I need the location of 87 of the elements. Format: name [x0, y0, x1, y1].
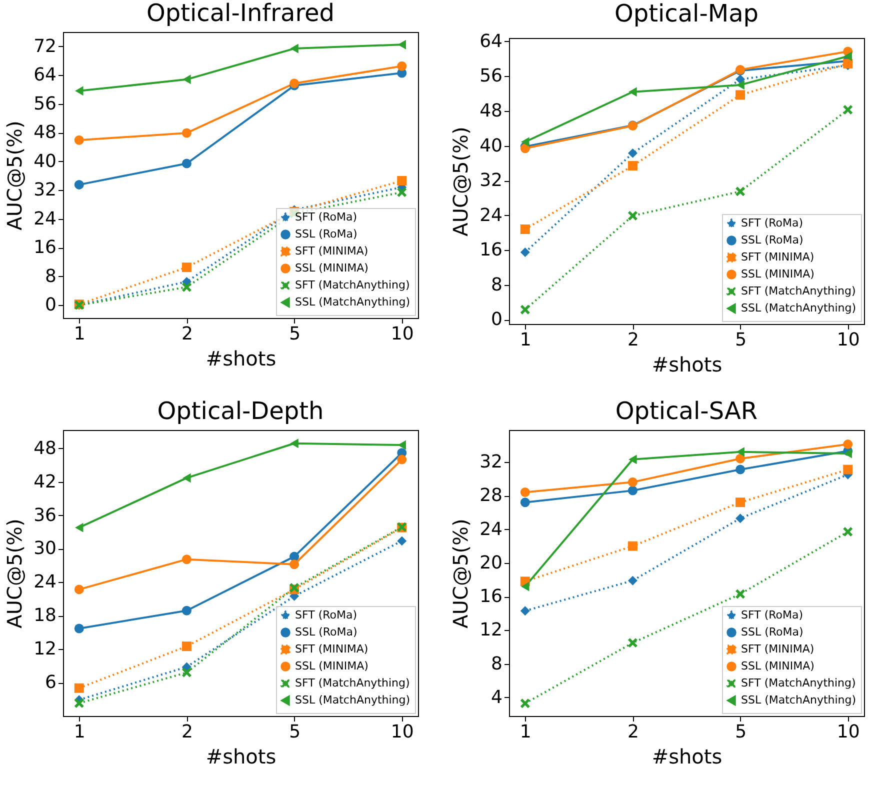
- y-tick-label: 16: [34, 237, 56, 258]
- y-axis-title: AUC@5(%): [448, 518, 473, 628]
- y-tick-label: 16: [480, 240, 502, 261]
- legend-label: SSL (MINIMA): [741, 660, 814, 672]
- y-tick-label: 48: [34, 438, 56, 459]
- y-tick-label: 24: [34, 572, 56, 593]
- y-tick-label: 32: [480, 170, 502, 192]
- x-axis-title: #shots: [652, 744, 722, 768]
- y-tick-label: 36: [34, 504, 56, 526]
- y-tick-label: 28: [480, 485, 502, 506]
- legend-label: SFT (MatchAnything): [295, 676, 410, 690]
- legend-label: SSL (MINIMA): [741, 268, 814, 280]
- y-tick-label: 56: [480, 66, 502, 87]
- legend-label: SFT (MatchAnything): [295, 278, 410, 292]
- legend-label: SSL (RoMa): [295, 626, 358, 638]
- legend-label: SFT (MatchAnything): [741, 284, 856, 298]
- y-tick-label: 24: [480, 204, 502, 226]
- legend-label: SSL (RoMa): [741, 626, 804, 638]
- y-tick-label: 40: [34, 150, 56, 172]
- legend-label: SSL (RoMa): [741, 234, 804, 246]
- x-tick-label: 1: [520, 722, 532, 742]
- y-tick-label: 32: [480, 451, 502, 472]
- chart-title: Optical-Infrared: [146, 0, 335, 27]
- x-tick-label: 10: [836, 722, 860, 742]
- x-tick-label: 2: [627, 330, 639, 350]
- legend-label: SFT (RoMa): [741, 216, 804, 230]
- y-axis-title: AUC@5(%): [448, 126, 473, 236]
- y-tick-label: 8: [45, 266, 56, 287]
- y-tick-label: 12: [480, 620, 502, 641]
- x-tick-label: 1: [74, 324, 86, 344]
- legend-label: SFT (RoMa): [295, 210, 358, 224]
- x-tick-label: 1: [520, 330, 532, 350]
- y-tick-label: 0: [491, 309, 502, 330]
- y-tick-label: 64: [480, 30, 502, 52]
- x-axis-title: #shots: [206, 744, 276, 768]
- y-tick-label: 72: [34, 36, 56, 57]
- chart-title: Optical-SAR: [615, 397, 758, 425]
- chart-title: Optical-Depth: [157, 397, 324, 425]
- y-tick-label: 56: [34, 93, 56, 114]
- y-tick-label: 4: [491, 686, 502, 708]
- y-tick-label: 0: [45, 294, 56, 316]
- legend-label: SFT (MatchAnything): [741, 676, 856, 690]
- x-axis-title: #shots: [206, 346, 276, 370]
- x-tick-label: 1: [74, 722, 86, 742]
- y-tick-label: 8: [491, 653, 502, 674]
- x-tick-label: 5: [289, 722, 301, 742]
- legend-label: SSL (MINIMA): [295, 262, 368, 274]
- y-tick-label: 20: [480, 552, 502, 574]
- legend-label: SFT (MINIMA): [295, 642, 368, 656]
- chart-title: Optical-Map: [614, 0, 759, 28]
- y-tick-label: 32: [34, 180, 56, 201]
- legend-label: SSL (MatchAnything): [741, 694, 856, 706]
- legend-label: SSL (RoMa): [295, 228, 358, 240]
- x-tick-label: 5: [289, 324, 301, 344]
- legend-label: SFT (MINIMA): [741, 642, 814, 656]
- y-tick-label: 64: [34, 64, 56, 86]
- y-tick-label: 16: [480, 586, 502, 608]
- x-tick-label: 5: [735, 330, 747, 350]
- y-tick-label: 18: [34, 605, 56, 626]
- legend-label: SFT (MINIMA): [741, 250, 814, 264]
- legend-label: SFT (RoMa): [295, 608, 358, 622]
- legend-label: SSL (MatchAnything): [741, 302, 856, 314]
- y-tick-label: 30: [34, 538, 56, 560]
- y-tick-label: 48: [480, 100, 502, 122]
- y-axis-title: AUC@5(%): [2, 518, 27, 628]
- y-tick-label: 40: [480, 135, 502, 156]
- legend-label: SSL (MINIMA): [295, 660, 368, 672]
- legend-label: SFT (MINIMA): [295, 244, 368, 258]
- x-tick-label: 2: [181, 722, 193, 742]
- y-tick-label: 24: [480, 518, 502, 540]
- legend-label: SFT (RoMa): [741, 608, 804, 622]
- x-tick-label: 10: [390, 722, 414, 742]
- legend-label: SSL (MatchAnything): [295, 694, 410, 706]
- y-tick-label: 48: [34, 122, 56, 144]
- y-tick-label: 12: [34, 638, 56, 660]
- legend-label: SSL (MatchAnything): [295, 296, 410, 308]
- x-axis-title: #shots: [652, 352, 722, 376]
- y-tick-label: 42: [34, 471, 56, 492]
- x-tick-label: 2: [181, 324, 193, 344]
- y-tick-label: 6: [45, 672, 56, 694]
- x-tick-label: 5: [735, 722, 747, 742]
- x-tick-label: 2: [627, 722, 639, 742]
- y-axis-title: AUC@5(%): [2, 120, 27, 230]
- x-tick-label: 10: [390, 324, 414, 344]
- y-tick-label: 8: [491, 274, 502, 296]
- x-tick-label: 10: [836, 330, 860, 350]
- y-tick-label: 24: [34, 208, 56, 230]
